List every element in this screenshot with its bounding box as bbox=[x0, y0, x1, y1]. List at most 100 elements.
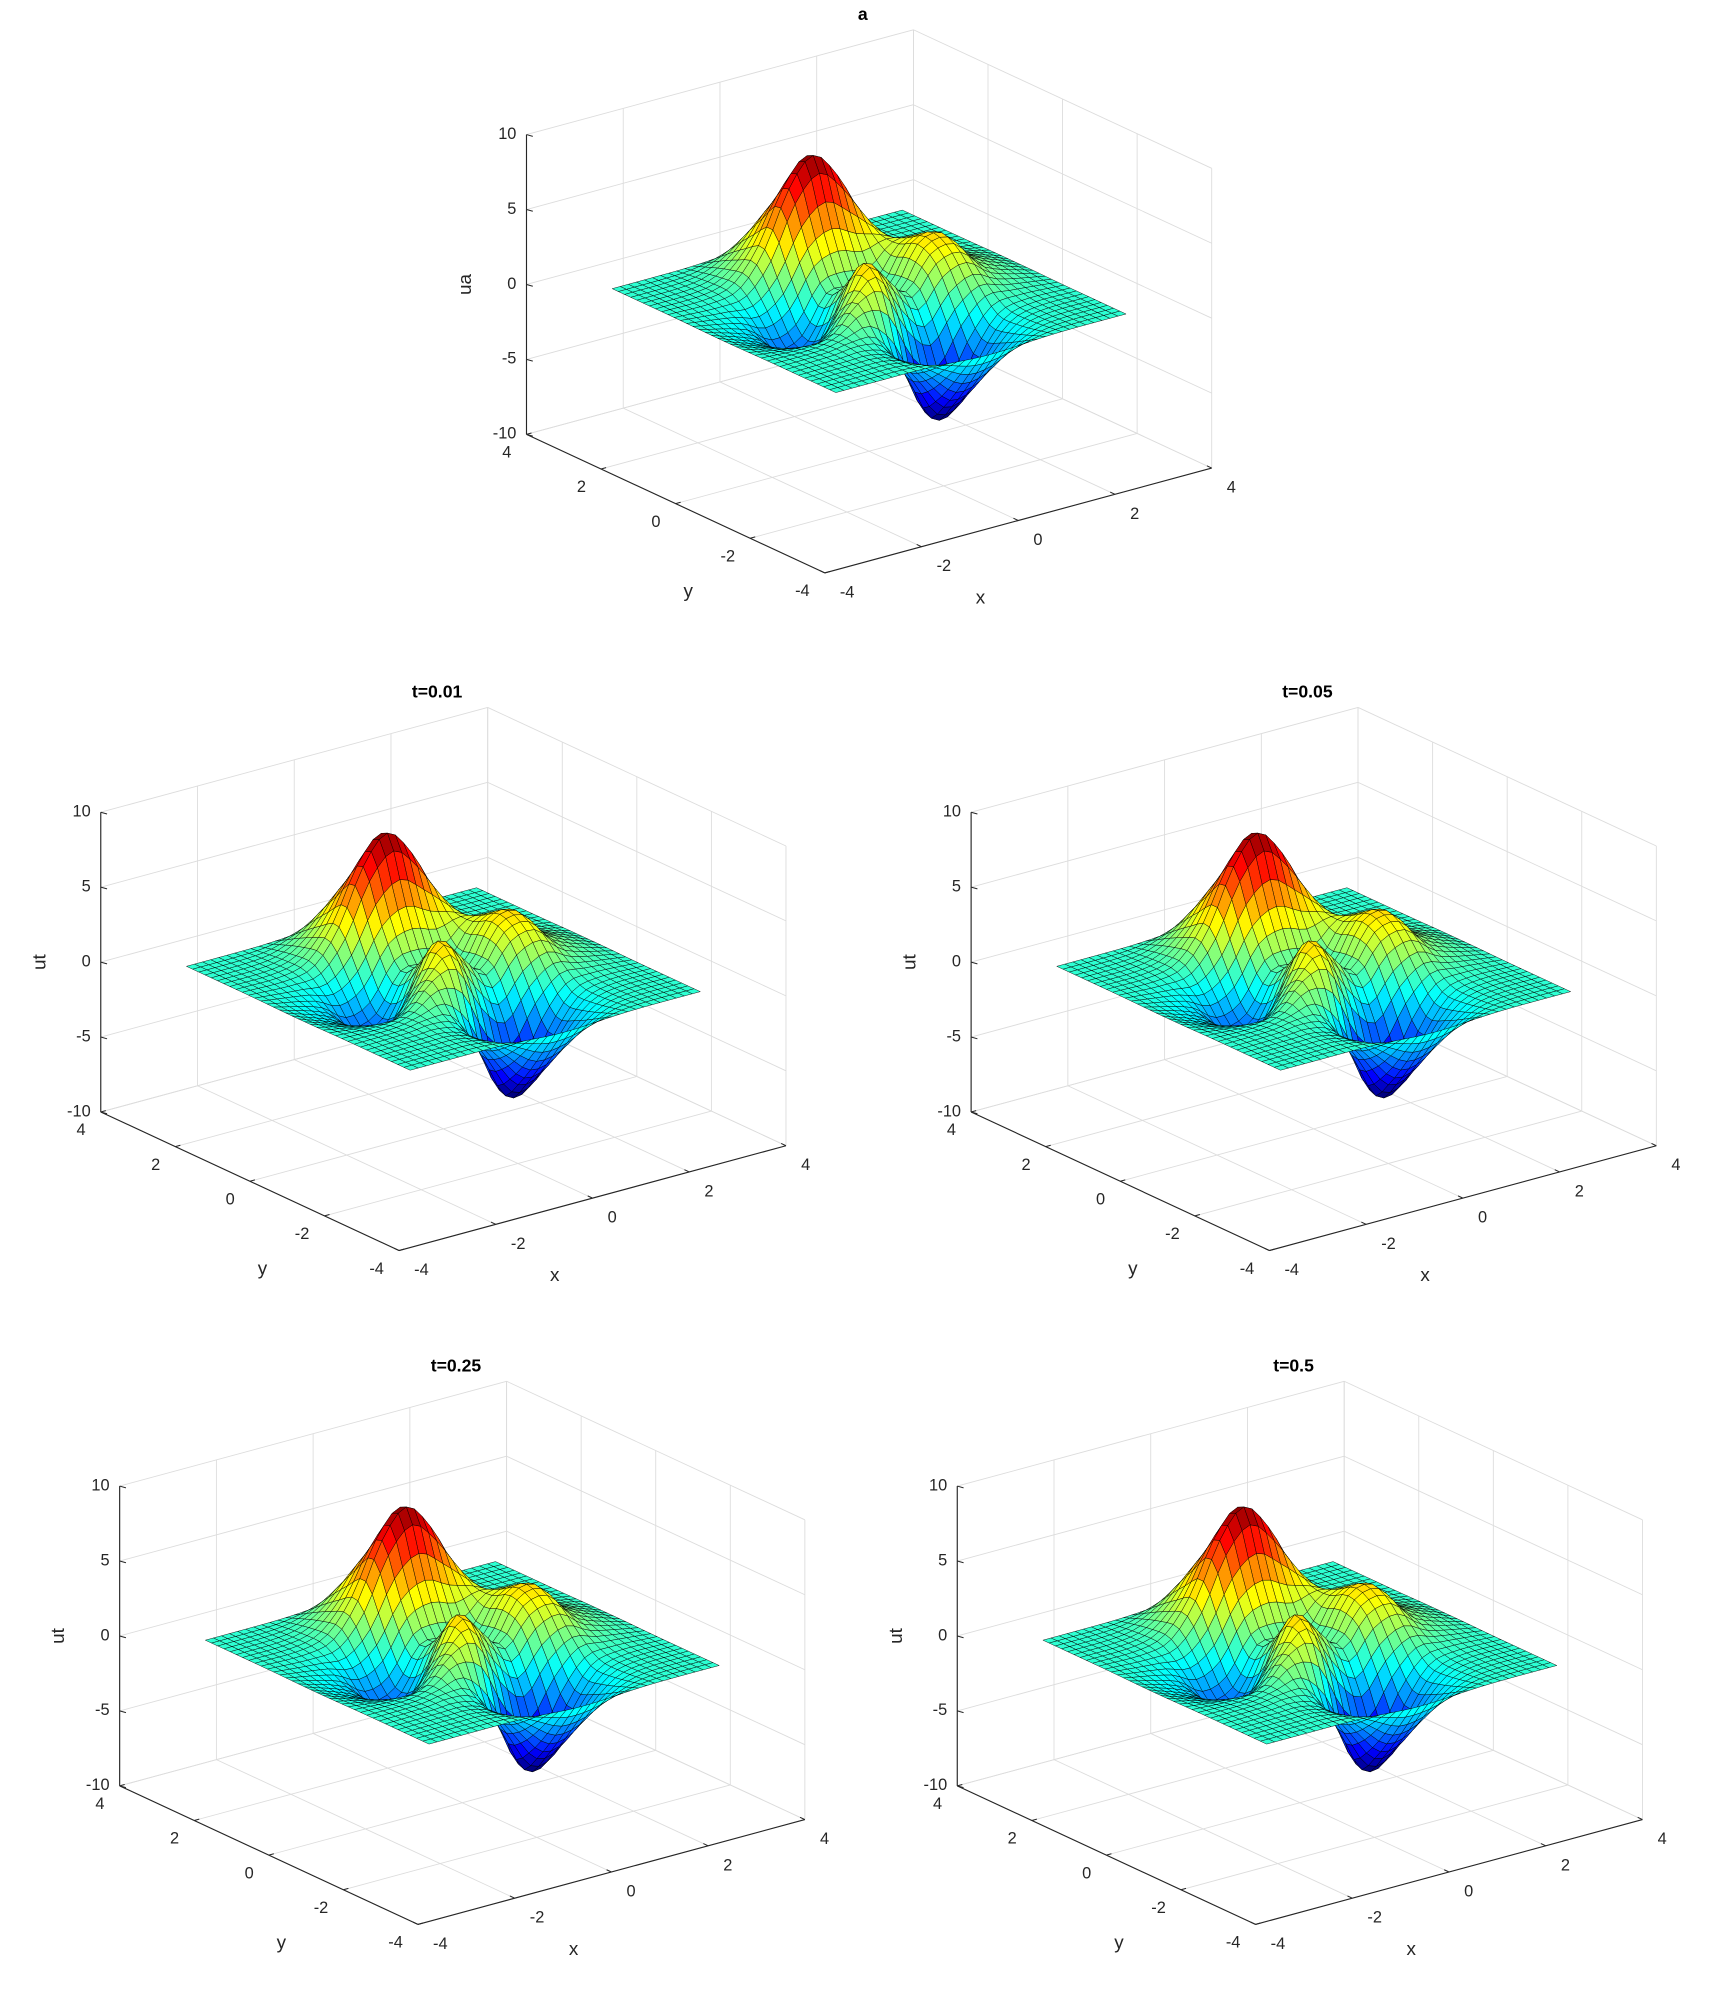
tick-mark bbox=[970, 961, 978, 965]
tick-mark bbox=[100, 961, 108, 965]
x-tick-label: 0 bbox=[608, 1209, 617, 1227]
tick-mark bbox=[249, 1179, 256, 1182]
surface-facet bbox=[935, 257, 951, 278]
y-tick-label: 4 bbox=[502, 444, 511, 462]
tick-mark bbox=[526, 209, 533, 212]
grid-line bbox=[268, 1749, 656, 1856]
z-tick-label: -5 bbox=[946, 1027, 961, 1045]
x-tick-label: 0 bbox=[1033, 531, 1042, 549]
tick-mark bbox=[1554, 1169, 1560, 1173]
y-tick-label: 2 bbox=[577, 478, 586, 496]
tick-mark bbox=[268, 1853, 274, 1856]
tick-mark bbox=[343, 1887, 349, 1891]
z-tick-label: -10 bbox=[67, 1102, 91, 1120]
tick-mark bbox=[119, 1560, 127, 1564]
y-tick-label: -2 bbox=[721, 547, 736, 565]
y-tick-label: 0 bbox=[651, 513, 660, 531]
x-axis-label: x bbox=[976, 588, 986, 609]
y-axis-line bbox=[526, 433, 825, 574]
z-tick-label: 10 bbox=[943, 803, 961, 821]
x-tick-label: 2 bbox=[1130, 505, 1139, 523]
tick-mark bbox=[417, 1922, 424, 1925]
tick-mark bbox=[703, 1843, 709, 1847]
grid-line bbox=[343, 1784, 731, 1891]
y-tick-label: 4 bbox=[947, 1121, 956, 1139]
tick-mark bbox=[526, 134, 533, 137]
x-tick-label: 0 bbox=[627, 1882, 636, 1900]
x-tick-label: -4 bbox=[840, 583, 855, 601]
tick-mark bbox=[119, 1485, 127, 1489]
y-tick-label: 2 bbox=[1021, 1156, 1030, 1174]
x-axis-line bbox=[398, 1145, 787, 1252]
z-axis-label: ut bbox=[900, 953, 921, 969]
grid-line bbox=[526, 104, 914, 210]
tick-mark bbox=[175, 1144, 181, 1148]
grid-line bbox=[913, 179, 1212, 319]
grid-line bbox=[324, 1110, 712, 1217]
z-tick-label: -5 bbox=[95, 1701, 110, 1719]
chart-title: a bbox=[858, 4, 868, 24]
tick-mark bbox=[587, 1195, 593, 1199]
z-tick-label: 10 bbox=[498, 125, 516, 143]
tick-mark bbox=[398, 1248, 405, 1252]
z-tick-label: 0 bbox=[100, 1626, 109, 1644]
x-tick-label: -2 bbox=[530, 1909, 545, 1927]
tick-mark bbox=[750, 536, 756, 539]
tick-mark bbox=[1264, 1247, 1270, 1251]
z-tick-label: 10 bbox=[91, 1476, 109, 1494]
x-tick-label: -4 bbox=[1284, 1261, 1299, 1279]
tick-mark bbox=[412, 1921, 419, 1925]
z-tick-label: 0 bbox=[82, 952, 91, 970]
y-tick-label: 4 bbox=[77, 1121, 86, 1139]
z-tick-label: 0 bbox=[507, 275, 516, 293]
tick-mark bbox=[970, 1110, 977, 1113]
tick-mark bbox=[1651, 1143, 1657, 1147]
z-tick-label: -5 bbox=[502, 350, 517, 368]
tick-mark bbox=[394, 1247, 400, 1251]
tick-mark bbox=[970, 886, 978, 890]
z-tick-label: -5 bbox=[76, 1027, 91, 1045]
y-axis-label: y bbox=[258, 1258, 268, 1279]
grid-line bbox=[913, 29, 1212, 169]
tick-mark bbox=[526, 433, 533, 437]
z-tick-label: -10 bbox=[86, 1776, 110, 1794]
tick-mark bbox=[1269, 1248, 1275, 1252]
tick-mark bbox=[119, 1783, 125, 1787]
tick-mark bbox=[100, 886, 108, 890]
z-tick-label: 5 bbox=[100, 1551, 109, 1569]
x-tick-label: 2 bbox=[723, 1856, 732, 1874]
grid-line bbox=[526, 29, 914, 135]
y-tick-label: -2 bbox=[314, 1899, 329, 1917]
x-axis-label: x bbox=[550, 1265, 560, 1286]
z-tick-label: 10 bbox=[72, 803, 90, 821]
grid-line bbox=[1194, 1110, 1582, 1217]
tick-mark bbox=[1194, 1214, 1200, 1217]
tick-mark bbox=[1120, 1179, 1126, 1182]
x-tick-label: -4 bbox=[433, 1935, 448, 1953]
grid-line bbox=[750, 433, 1138, 539]
z-axis-label: ua bbox=[455, 273, 476, 294]
tick-mark bbox=[119, 1710, 127, 1714]
tick-mark bbox=[526, 432, 532, 435]
tick-mark bbox=[675, 501, 681, 505]
x-tick-label: -4 bbox=[414, 1261, 429, 1279]
tick-mark bbox=[780, 1143, 787, 1147]
y-tick-label: 4 bbox=[95, 1795, 104, 1813]
tick-mark bbox=[916, 543, 922, 548]
tick-mark bbox=[970, 811, 978, 815]
tick-mark bbox=[324, 1214, 330, 1217]
grid-line bbox=[1120, 1076, 1508, 1182]
y-tick-label: -4 bbox=[369, 1260, 384, 1278]
tick-mark bbox=[100, 811, 108, 815]
tick-mark bbox=[509, 1895, 515, 1899]
tick-mark bbox=[1045, 1144, 1051, 1148]
tick-mark bbox=[1013, 517, 1019, 521]
tick-mark bbox=[970, 1036, 978, 1040]
tick-mark bbox=[799, 1816, 806, 1821]
x-tick-label: -2 bbox=[1381, 1235, 1396, 1253]
